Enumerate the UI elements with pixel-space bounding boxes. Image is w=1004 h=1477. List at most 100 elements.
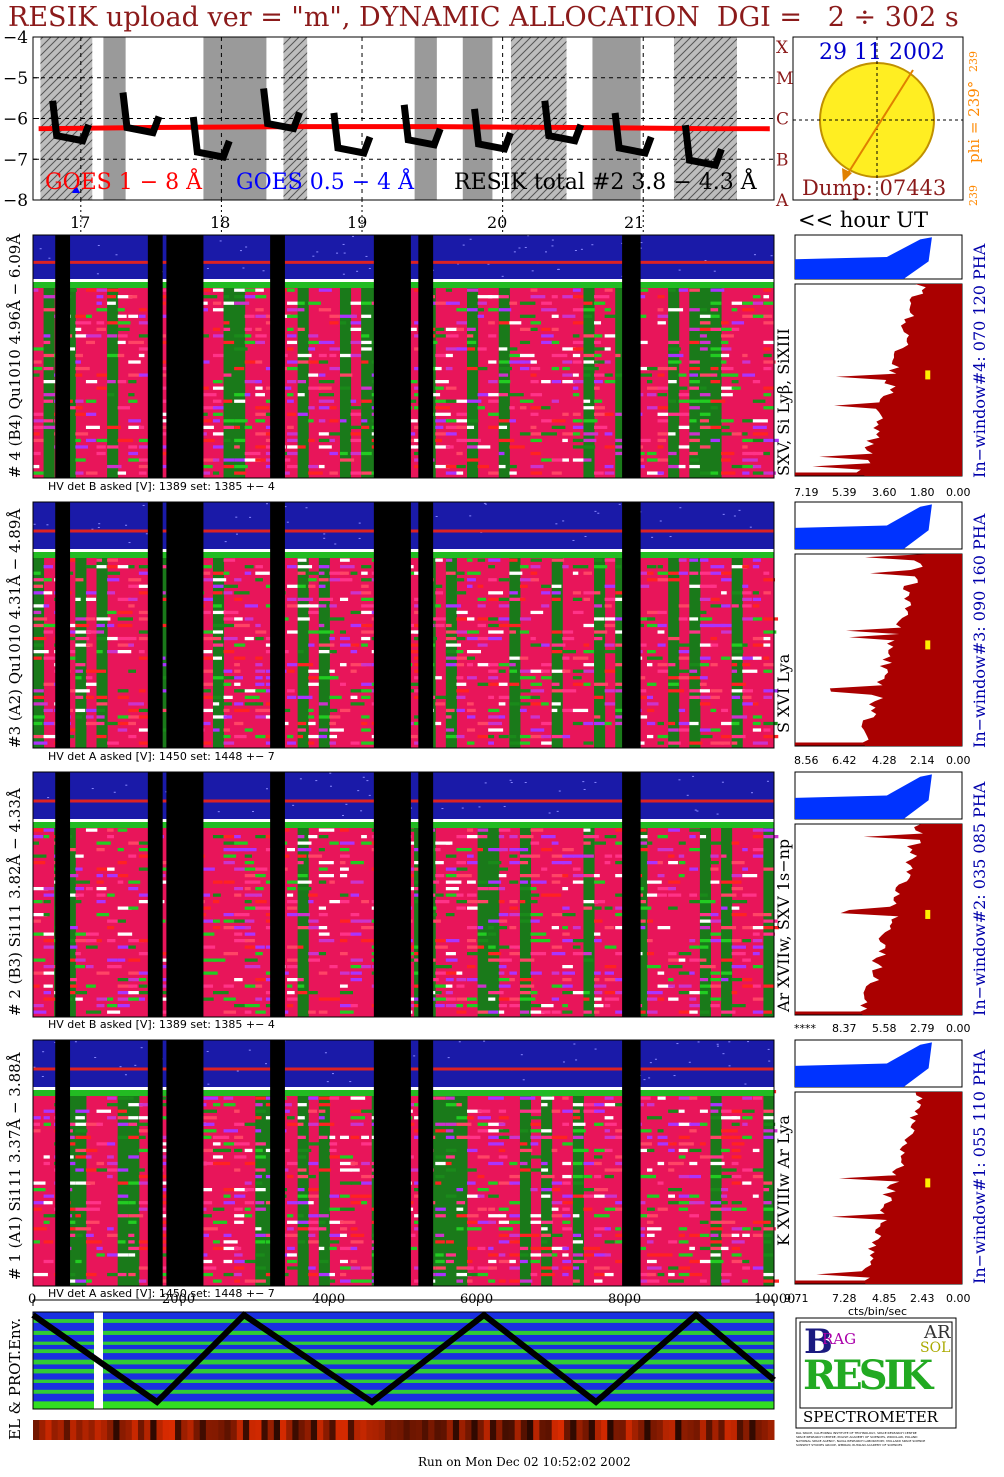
panel-2-xtick-4: 0.00 bbox=[946, 1022, 971, 1035]
panel-2-left-label: # 2 (B3) Si111 3.82Å − 4.33Å bbox=[6, 788, 24, 1016]
goes-ytick: −7 bbox=[3, 150, 28, 170]
goes-class-letter: C bbox=[776, 110, 789, 130]
goes-class-letter: M bbox=[776, 69, 793, 89]
panel-3-xtick-0: 8.56 bbox=[794, 754, 819, 767]
goes-class-letter: X bbox=[776, 38, 789, 58]
logo-fine-print-2: NATIONAL SPACE AGENCY, NAVAL RESEARCH LA… bbox=[796, 1439, 926, 1443]
resik-total-segment bbox=[471, 108, 514, 153]
panel-1-line-label: K XVIIIw Ar Lya bbox=[774, 1115, 793, 1246]
page-title: RESIK upload ver = "m", DYNAMIC ALLOCATI… bbox=[8, 2, 959, 33]
sun-inset bbox=[792, 36, 964, 201]
panel-2-xtick-1: 8.37 bbox=[832, 1022, 857, 1035]
panel-1-window-label: In−window#1: 055 110 PHA bbox=[970, 1049, 989, 1284]
logo-spectrometer: SPECTROMETER bbox=[803, 1408, 938, 1426]
sun-direction-arrow bbox=[844, 69, 914, 179]
logo-fine-print: RAL SPACE, CALIFORNIA INSTITUTE OF TECHN… bbox=[796, 1431, 960, 1447]
bottom-tick-10000: 10000 bbox=[754, 1292, 796, 1307]
panel-4-xtick-1: 5.39 bbox=[832, 486, 857, 499]
goes-plot: −4 −5 −6 −7 −8 XM CB A bbox=[3, 28, 793, 211]
panel-4-left-label: # 4 (B4) Qu1010 4.96Å − 6.09Å bbox=[6, 233, 24, 478]
resik-total-legend: RESIK total #2 3.8 − 4.3 Å bbox=[454, 170, 757, 195]
logo-fine-print-0: RAL SPACE, CALIFORNIA INSTITUTE OF TECHN… bbox=[796, 1431, 917, 1435]
hour-label-18: 18 bbox=[210, 213, 231, 232]
panel-3-window-label: In−window#3: 090 160 PHA bbox=[970, 513, 989, 748]
logo-resik: RESIK bbox=[803, 1352, 933, 1399]
spectrum-profile bbox=[840, 824, 962, 1015]
panel-1-xtick-4: 0.00 bbox=[946, 1292, 971, 1305]
environment-plot bbox=[31, 1311, 776, 1440]
footer-run-date: Run on Mon Dec 02 10:52:02 2002 bbox=[418, 1455, 631, 1469]
panel-2-window-label: In−window#2: 035 085 PHA bbox=[970, 781, 989, 1016]
panel-1-xtick-1: 7.28 bbox=[832, 1292, 857, 1305]
panel-3-xtick-4: 0.00 bbox=[946, 754, 971, 767]
panel-3-hv: HV det A asked [V]: 1450 set: 1448 +− 7 bbox=[48, 750, 275, 763]
panel-3-line-label: S XVI Lya bbox=[774, 653, 793, 733]
panel-2-xtick-0: **** bbox=[794, 1022, 816, 1035]
panel-4-xtick-3: 1.80 bbox=[910, 486, 935, 499]
panel-3 bbox=[32, 501, 963, 749]
spectrum-profile bbox=[812, 284, 962, 476]
sun-dump: Dump: 07443 bbox=[802, 176, 947, 200]
sun-phi-bottom: 239 bbox=[967, 185, 980, 206]
hour-axis-note: << hour UT bbox=[798, 208, 928, 232]
resik-total-segment bbox=[541, 100, 585, 145]
panel-3-xtick-1: 6.42 bbox=[832, 754, 857, 767]
bottom-axis bbox=[32, 1299, 775, 1306]
sun-phi-label: phi = 239° bbox=[965, 80, 983, 163]
bottom-tick-4000: 4000 bbox=[312, 1292, 346, 1307]
panel-1-xtick-2: 4.85 bbox=[872, 1292, 897, 1305]
resik-total-segment bbox=[330, 112, 374, 157]
sun-date: 29 11 2002 bbox=[819, 40, 945, 65]
goes-ytick: −8 bbox=[3, 191, 28, 211]
panel-4-xtick-4: 0.00 bbox=[946, 486, 971, 499]
panel-3-xtick-2: 4.28 bbox=[872, 754, 897, 767]
hour-label-21: 21 bbox=[624, 213, 645, 232]
hour-label-19: 19 bbox=[347, 213, 368, 232]
hour-label-17: 17 bbox=[70, 213, 91, 232]
panel-2-xtick-3: 2.79 bbox=[910, 1022, 935, 1035]
panel-3-xtick-3: 2.14 bbox=[910, 754, 935, 767]
resik-total-segment bbox=[189, 116, 233, 162]
panel-2-hv: HV det B asked [V]: 1389 set: 1385 +− 4 bbox=[48, 1018, 275, 1031]
goes-class-letter: B bbox=[776, 150, 789, 170]
bottom-tick-6000: 6000 bbox=[460, 1292, 494, 1307]
pha-histogram bbox=[795, 504, 932, 549]
logo bbox=[795, 1317, 957, 1429]
panel-1-hv: HV det A asked [V]: 1450 set: 1448 +− 7 bbox=[48, 1287, 275, 1300]
panel-1 bbox=[32, 1039, 963, 1287]
goes-short-marker bbox=[72, 185, 80, 193]
goes-ytick: −6 bbox=[3, 110, 28, 130]
panel-4-line-label: SXV, Si Lyβ, SiXIII bbox=[774, 328, 793, 476]
hour-axis bbox=[33, 199, 774, 235]
bottom-tick-2000: 2000 bbox=[162, 1292, 196, 1307]
panel-1-xtick-0: 9.71 bbox=[784, 1292, 809, 1305]
panel-2-line-label: Ar XVIIw, SXV 1s−np bbox=[774, 838, 793, 1012]
panel-1-xtick-3: 2.43 bbox=[910, 1292, 935, 1305]
logo-sol: SOL bbox=[920, 1340, 951, 1356]
logo-b: B bbox=[804, 1322, 833, 1362]
goes-long-legend: GOES 1 − 8 Å bbox=[45, 170, 203, 195]
goes-class-letter: A bbox=[775, 191, 789, 211]
pha-histogram bbox=[795, 237, 932, 279]
logo-fine-print-3: SUNSPOT STUDIES GROUP, IZMIRAN, RUSSIAN … bbox=[796, 1443, 903, 1447]
panel-4 bbox=[32, 234, 963, 479]
panel-2-xtick-2: 5.58 bbox=[872, 1022, 897, 1035]
spectrum-profile bbox=[816, 1092, 962, 1284]
logo-fine-print-1: SPACE RESEARCH CENTRE, POLISH ACADEMY OF… bbox=[796, 1435, 918, 1439]
resik-total-segment bbox=[681, 124, 725, 170]
env-label: EL & PROT.Env. bbox=[6, 1317, 24, 1440]
hour-label-20: 20 bbox=[487, 213, 508, 232]
panel-4-window-label: In−window#4: 070 120 PHA bbox=[970, 243, 989, 478]
resik-total-segment bbox=[611, 112, 655, 157]
goes-ytick: −5 bbox=[3, 69, 28, 89]
bottom-tick-0: 0 bbox=[28, 1292, 37, 1307]
panel-3-left-label: #3 (A2) Qu1010 4.31Å − 4.89Å bbox=[6, 508, 24, 748]
env-zigzag-line bbox=[31, 1311, 776, 1406]
bottom-tick-8000: 8000 bbox=[608, 1292, 642, 1307]
pha-histogram bbox=[795, 774, 932, 819]
resik-total-segment bbox=[400, 104, 444, 149]
spectrum-profile bbox=[829, 554, 962, 746]
logo-rag: RAG bbox=[822, 1330, 857, 1348]
goes-ytick: −4 bbox=[3, 28, 28, 48]
